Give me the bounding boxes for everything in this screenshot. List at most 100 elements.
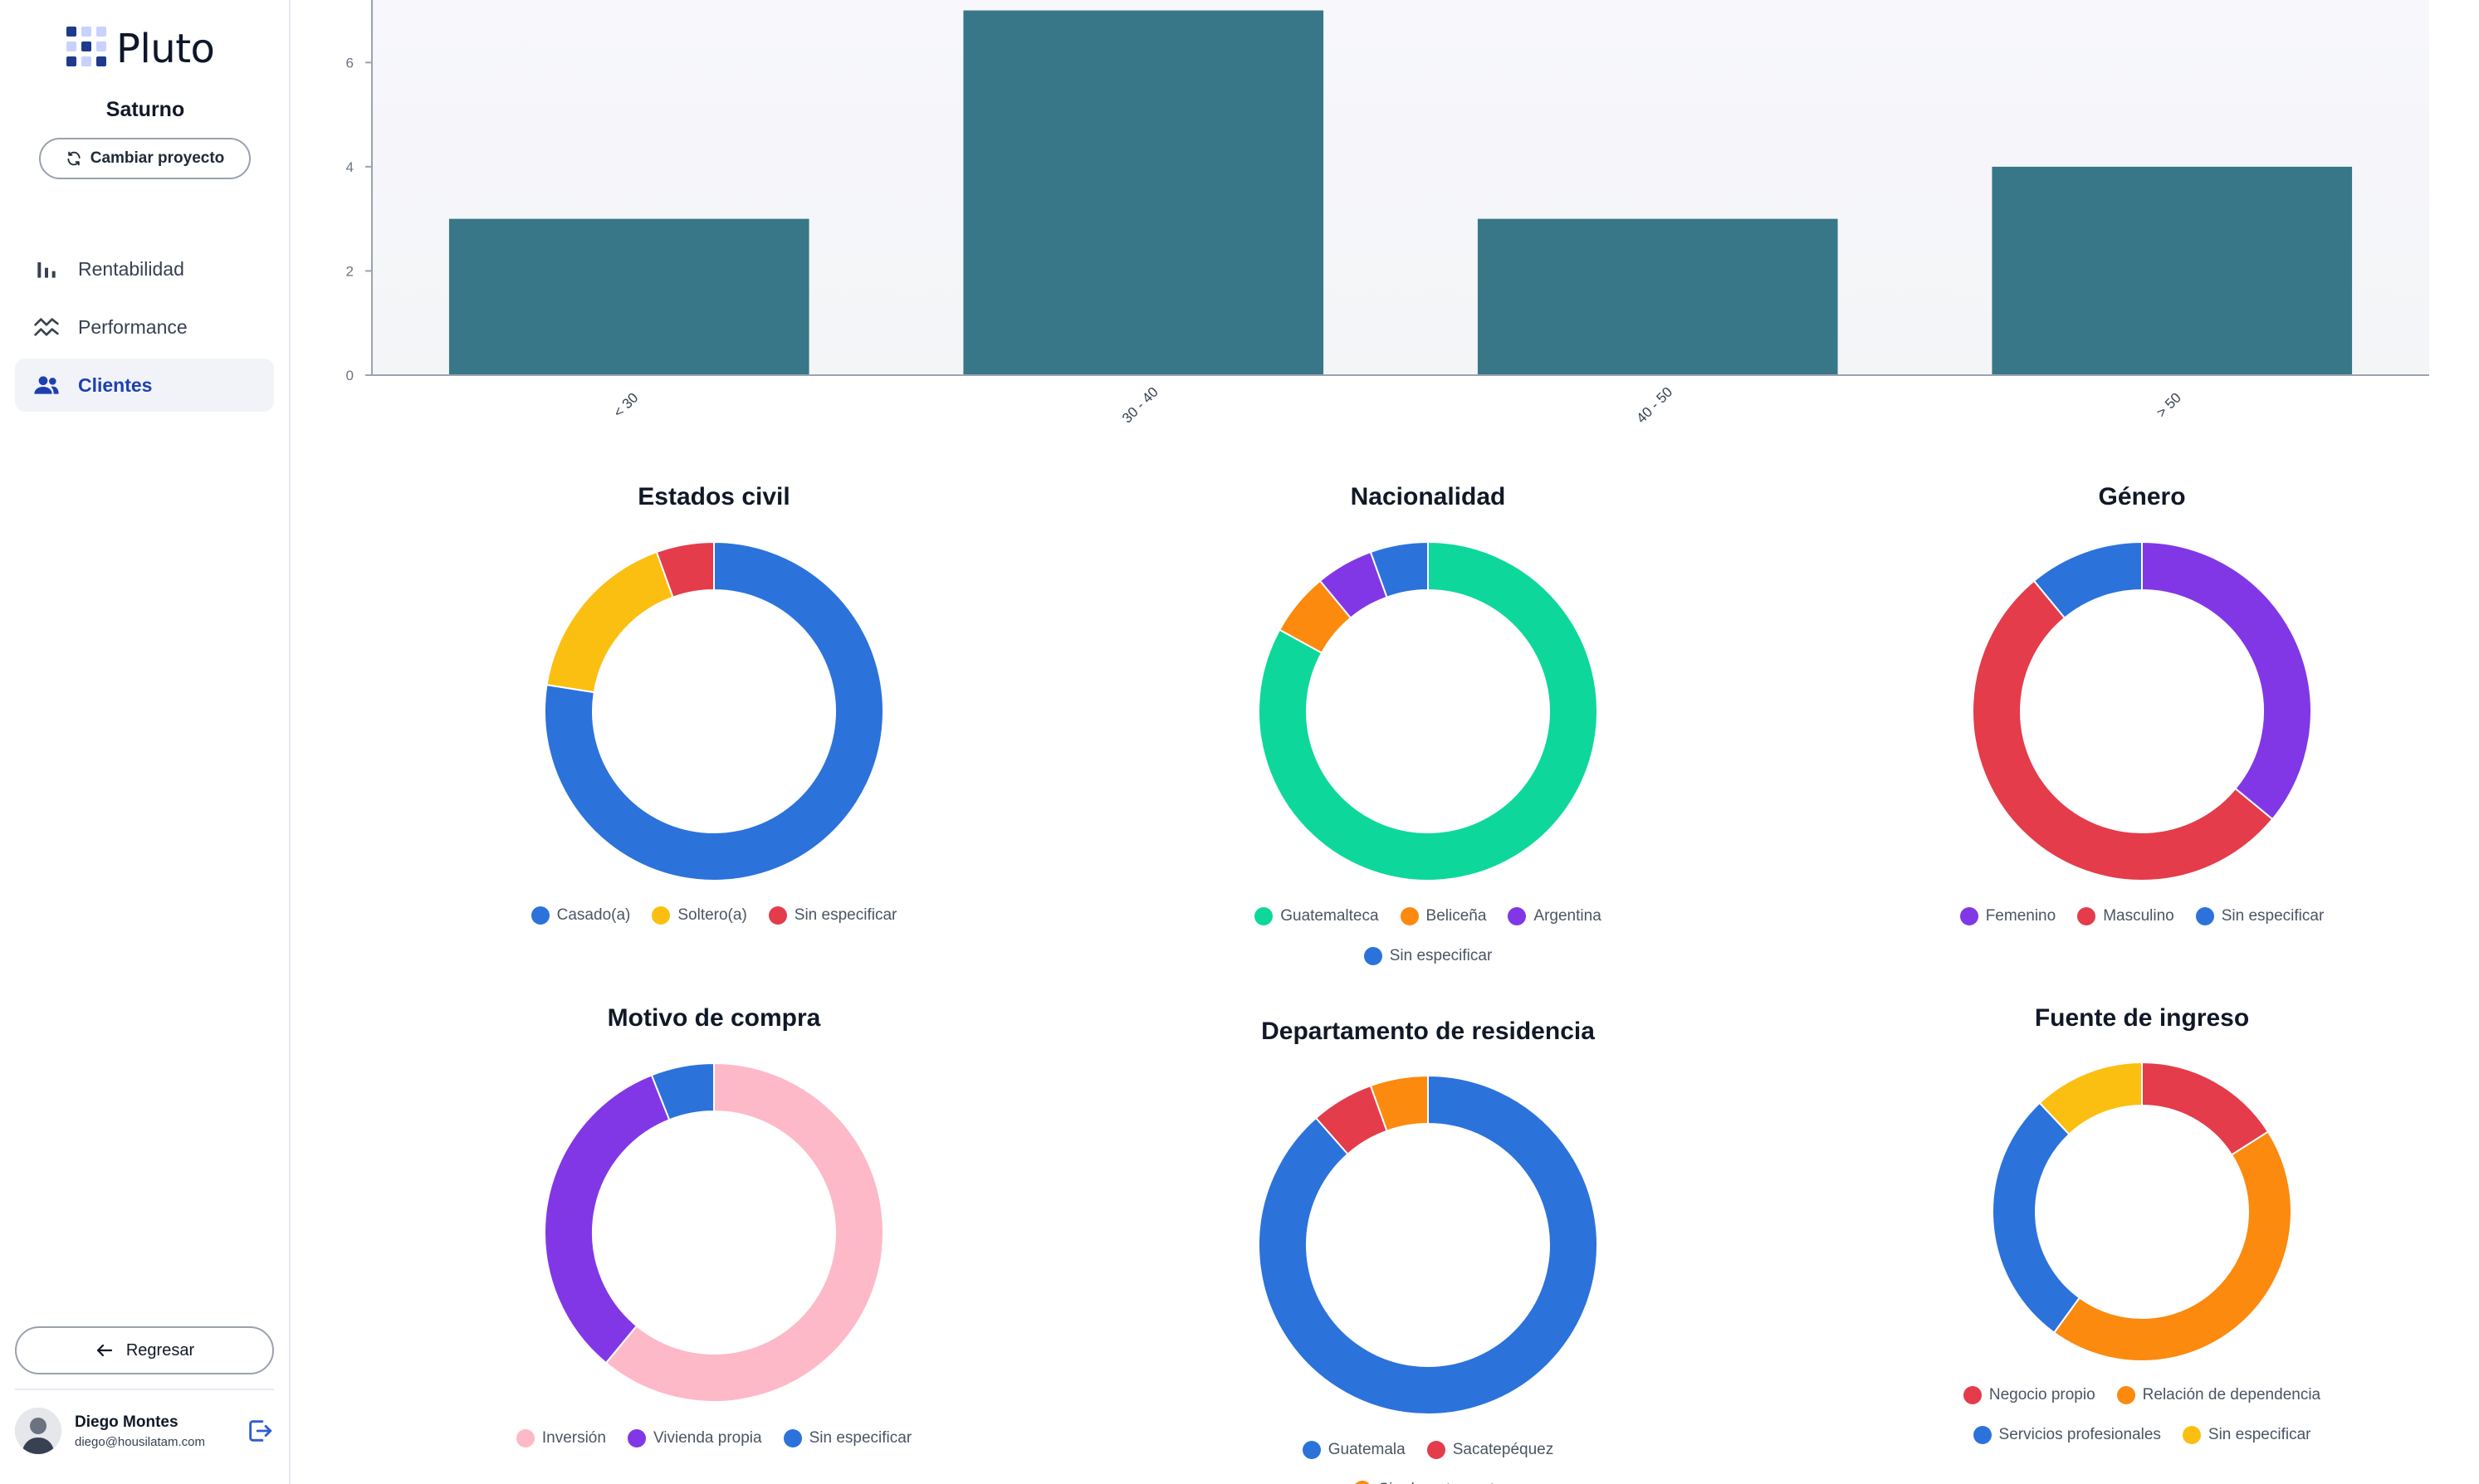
donut-title: Motivo de compra	[607, 1004, 821, 1032]
legend-label: Femenino	[1985, 907, 2056, 925]
donut-legend: Negocio propio Relación de dependencia Ser…	[1868, 1386, 2416, 1444]
legend-label: Sin especificar	[794, 906, 897, 924]
y-tick-label: 6	[346, 55, 354, 71]
sidebar: Pluto Saturno Cambiar proyecto Rentabili…	[0, 0, 291, 1484]
legend-item[interactable]: Guatemalteca	[1254, 907, 1379, 925]
bar[interactable]	[1992, 166, 2353, 375]
donut-slice[interactable]	[1369, 540, 1429, 598]
nav-label: Clientes	[78, 373, 153, 396]
user-email: diego@housilatam.com	[75, 1434, 205, 1449]
user-name: Diego Montes	[75, 1413, 178, 1431]
trend-icon	[34, 318, 59, 336]
legend-item[interactable]: Sin especificar	[1363, 947, 1493, 965]
donut-slice[interactable]	[1258, 540, 1598, 881]
y-tick-label: 4	[346, 159, 354, 175]
donut-chart	[1258, 1074, 1598, 1415]
donut-slice[interactable]	[2032, 540, 2143, 619]
donut-slice[interactable]	[655, 540, 715, 598]
donut-slice[interactable]	[2141, 540, 2312, 821]
legend-item[interactable]: Argentina	[1508, 907, 1601, 925]
donut-slice[interactable]	[2038, 1061, 2143, 1136]
donut-card-nacionalidad: Nacionalidad Guatemalteca Beliceña Argentin…	[1220, 0, 1636, 965]
legend-dot	[2182, 1426, 2201, 1444]
legend-dot	[1959, 907, 1978, 925]
logo-mark	[65, 25, 113, 73]
legend-item[interactable]: Vivienda propia	[627, 1429, 762, 1447]
nav-item-rentabilidad[interactable]: Rentabilidad	[15, 242, 274, 295]
donut-title: Nacionalidad	[1350, 483, 1506, 510]
legend-label: Masculino	[2103, 907, 2174, 925]
legend-label: Soltero(a)	[677, 906, 747, 924]
legend-item[interactable]: Servicios profesionales	[1973, 1426, 2161, 1444]
x-tick-label: 30 - 40	[1119, 384, 1161, 427]
donut-slice[interactable]	[1992, 1101, 2081, 1335]
donut-title: Género	[2098, 483, 2186, 510]
legend-dot	[768, 906, 787, 925]
legend-item[interactable]: Relación de dependencia	[2116, 1386, 2320, 1404]
donut-legend: Femenino Masculino Sin especificar	[1934, 907, 2349, 925]
legend-label: Beliceña	[1425, 907, 1487, 925]
arrow-left-icon	[96, 1344, 112, 1357]
donut-legend: Casado(a) Soltero(a) Sin especificar	[506, 906, 922, 925]
donut-legend: Guatemalteca Beliceña Argentina Sin especif…	[1220, 907, 1636, 965]
legend-label: Sin especificar	[809, 1429, 912, 1447]
legend-item[interactable]: Negocio propio	[1963, 1386, 2095, 1404]
legend-dot	[652, 906, 671, 925]
legend-item[interactable]: Sin especificar	[2182, 1426, 2310, 1444]
donut-legend: Inversión Vivienda propia Sin especificar	[506, 1429, 922, 1447]
back-label: Regresar	[125, 1340, 195, 1360]
legend-label: Guatemala	[1328, 1441, 1406, 1458]
legend-label: Sin departamento	[1379, 1481, 1504, 1484]
project-name: Saturno	[105, 98, 185, 121]
donut-legend: Guatemala Sacatepéquez Sin departamento	[1220, 1441, 1636, 1484]
logout-icon[interactable]	[246, 1417, 274, 1445]
donut-slice[interactable]	[544, 540, 884, 881]
users-icon	[34, 376, 59, 394]
legend-item[interactable]: Beliceña	[1400, 907, 1487, 925]
change-project-button[interactable]: Cambiar proyecto	[39, 138, 251, 179]
legend-item[interactable]: Guatemala	[1302, 1441, 1406, 1459]
logo: Pluto	[65, 25, 215, 73]
legend-dot	[627, 1429, 646, 1447]
legend-label: Inversión	[541, 1429, 606, 1447]
donut-slice[interactable]	[2052, 1130, 2292, 1362]
nav-item-clientes[interactable]: Clientes	[15, 359, 274, 412]
donut-chart	[1992, 1061, 2292, 1362]
donut-slice[interactable]	[544, 1074, 671, 1364]
legend-item[interactable]: Femenino	[1959, 907, 2056, 925]
nav-label: Performance	[78, 315, 188, 338]
donut-chart	[544, 1062, 884, 1403]
bar[interactable]	[1477, 218, 1838, 375]
legend-item[interactable]: Soltero(a)	[652, 906, 747, 925]
legend-item[interactable]: Sacatepéquez	[1426, 1441, 1553, 1459]
legend-item[interactable]: Casado(a)	[531, 906, 630, 925]
donut-slice[interactable]	[1258, 1074, 1598, 1415]
legend-item[interactable]: Sin especificar	[2195, 907, 2324, 925]
donut-slice[interactable]	[650, 1062, 715, 1121]
legend-label: Sin especificar	[1389, 947, 1493, 964]
legend-dot	[1302, 1441, 1321, 1459]
bar[interactable]	[448, 218, 809, 375]
bar[interactable]	[963, 10, 1324, 376]
legend-item[interactable]: Sin especificar	[768, 906, 897, 925]
donut-slice[interactable]	[604, 1062, 884, 1403]
refresh-icon	[67, 151, 81, 166]
legend-item[interactable]: Inversión	[516, 1429, 606, 1447]
legend-item[interactable]: Sin departamento	[1352, 1481, 1504, 1484]
main-content: 0 2 4 6 < 30 30 - 40 40 - 50 > 50 Estados civil…	[292, 0, 2479, 1484]
donut-slice[interactable]	[2141, 1061, 2270, 1156]
donut-title: Estados civil	[638, 483, 790, 510]
legend-item[interactable]: Masculino	[2077, 907, 2174, 925]
donut-chart	[544, 540, 884, 881]
bar-chart-icon	[37, 262, 56, 278]
legend-dot	[516, 1429, 535, 1447]
legend-dot	[1963, 1386, 1982, 1404]
legend-label: Negocio propio	[1988, 1386, 2095, 1403]
back-button[interactable]: Regresar	[15, 1326, 274, 1374]
nav-item-performance[interactable]: Performance	[15, 300, 274, 354]
legend-item[interactable]: Sin especificar	[783, 1429, 912, 1447]
donut-slice[interactable]	[1369, 1074, 1429, 1132]
donut-slice[interactable]	[1972, 579, 2274, 881]
donut-card-departamento: Departamento de residencia Guatemala Sacat…	[1220, 0, 1636, 1484]
